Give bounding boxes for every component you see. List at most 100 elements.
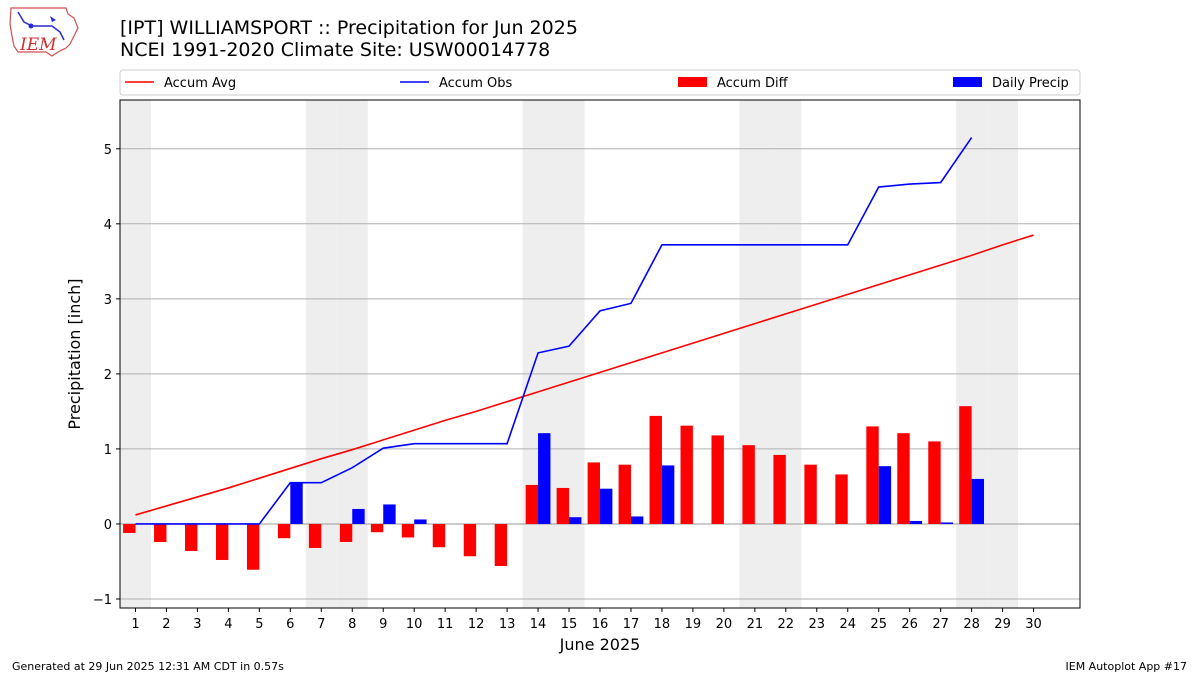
plot-frame bbox=[119, 99, 1081, 609]
grid-lines bbox=[120, 148, 1080, 600]
chart-title: [IPT] WILLIAMSPORT :: Precipitation for … bbox=[120, 17, 578, 39]
x-tick-label: 30 bbox=[1025, 617, 1042, 632]
x-tick-label: 10 bbox=[406, 617, 423, 632]
x-tick-label: 2 bbox=[162, 617, 170, 632]
weekend-shade bbox=[770, 100, 802, 608]
series-lines bbox=[135, 137, 1034, 525]
y-tick-label: −1 bbox=[93, 593, 112, 608]
weekend-shade bbox=[305, 100, 337, 608]
accum-diff-bar bbox=[680, 425, 693, 524]
x-tick-label: 18 bbox=[654, 617, 671, 632]
daily-precip-bar bbox=[569, 517, 582, 524]
daily-precip-bar bbox=[630, 516, 644, 524]
x-tick-label: 1 bbox=[131, 617, 139, 632]
x-tick-label: 27 bbox=[932, 617, 949, 632]
accum-diff-bar bbox=[154, 523, 167, 542]
accum-diff-bar bbox=[432, 523, 446, 548]
accum-diff-bar bbox=[587, 462, 600, 524]
x-tick-label: 23 bbox=[809, 617, 826, 632]
x-tick-label: 6 bbox=[286, 617, 294, 632]
x-tick-label: 24 bbox=[839, 617, 856, 632]
daily-precip-bar bbox=[909, 520, 923, 524]
daily-precip-bar bbox=[414, 519, 427, 524]
x-tick-label: 28 bbox=[963, 617, 980, 632]
accum-diff-bar bbox=[866, 426, 879, 524]
daily-precip-bar bbox=[971, 478, 984, 524]
daily-precip-bar bbox=[383, 504, 396, 524]
y-tick-label: 1 bbox=[104, 443, 112, 458]
y-axis-ticks: −1 0 1 2 3 4 5 bbox=[93, 143, 120, 608]
daily-precip-bar bbox=[940, 522, 954, 524]
y-tick-label: 5 bbox=[104, 143, 112, 158]
accum-diff-bar bbox=[897, 433, 910, 524]
accum-diff-bar bbox=[928, 441, 941, 524]
accum-diff-bar bbox=[835, 474, 848, 524]
daily-precip-bar bbox=[352, 508, 365, 524]
x-tick-label: 17 bbox=[623, 617, 640, 632]
accum-diff-bar bbox=[216, 523, 229, 560]
x-tick-label: 4 bbox=[224, 617, 232, 632]
legend-label: Accum Obs bbox=[439, 76, 512, 91]
title-block: [IPT] WILLIAMSPORT :: Precipitation for … bbox=[120, 17, 578, 61]
x-tick-label: 3 bbox=[193, 617, 201, 632]
accum-diff-bar bbox=[401, 523, 415, 538]
accum-diff-bar bbox=[804, 464, 817, 524]
legend-bar-swatch bbox=[953, 77, 982, 87]
x-tick-label: 8 bbox=[348, 617, 356, 632]
accum-diff-bar bbox=[959, 406, 972, 524]
accum-diff-bar bbox=[185, 523, 198, 551]
daily-precip-bar bbox=[878, 466, 892, 524]
weekend-shade bbox=[553, 100, 585, 608]
x-axis-label: June 2025 bbox=[559, 635, 641, 654]
app-footer: IEM Autoplot App #17 bbox=[1065, 660, 1188, 673]
x-tick-label: 26 bbox=[901, 617, 918, 632]
accum-diff-bar bbox=[308, 523, 322, 548]
accum-diff-bar bbox=[494, 523, 508, 566]
x-tick-label: 11 bbox=[437, 617, 454, 632]
chart-subtitle: NCEI 1991-2020 Climate Site: USW00014778 bbox=[120, 39, 551, 61]
legend-bar-swatch bbox=[678, 77, 707, 87]
x-tick-label: 21 bbox=[747, 617, 764, 632]
daily-precip-bar bbox=[661, 465, 675, 524]
weekend-shade bbox=[956, 100, 988, 608]
weekend-shade bbox=[739, 100, 771, 608]
accum-diff-bar bbox=[711, 435, 724, 524]
y-tick-label: 3 bbox=[104, 293, 112, 308]
accum-diff-bar bbox=[556, 487, 570, 524]
accum-diff-bar bbox=[123, 523, 136, 533]
legend-label: Accum Avg bbox=[164, 76, 236, 91]
legend: Accum Avg Accum Obs Accum Diff Daily Precip bbox=[119, 69, 1081, 96]
x-tick-label: 14 bbox=[530, 617, 547, 632]
daily-precip-bar bbox=[600, 488, 613, 524]
accum-diff-bar bbox=[773, 454, 786, 524]
accum-diff-bar bbox=[742, 445, 755, 524]
x-tick-label: 25 bbox=[870, 617, 887, 632]
x-tick-label: 5 bbox=[255, 617, 263, 632]
accum-diff-bar bbox=[525, 484, 539, 524]
legend-label: Accum Diff bbox=[717, 76, 789, 91]
accum-diff-bar bbox=[618, 464, 631, 524]
y-tick-label: 0 bbox=[104, 518, 112, 533]
x-tick-label: 19 bbox=[685, 617, 702, 632]
x-axis-ticks: 1 2 3 4 5 6 7 8 9 10 11 12 13 14 15 16 17 18 19 20 21 22 23 24 2… bbox=[131, 608, 1042, 632]
x-tick-label: 12 bbox=[468, 617, 485, 632]
logo-text: IEM bbox=[19, 35, 57, 55]
x-tick-label: 9 bbox=[379, 617, 387, 632]
x-tick-label: 16 bbox=[592, 617, 609, 632]
iem-logo: IEM bbox=[9, 7, 79, 57]
x-tick-label: 29 bbox=[994, 617, 1011, 632]
accum-diff-bar bbox=[277, 523, 291, 539]
bars bbox=[123, 406, 984, 570]
x-tick-label: 20 bbox=[716, 617, 733, 632]
accum-obs-line bbox=[135, 137, 973, 525]
daily-precip-bar bbox=[538, 433, 551, 524]
accum-diff-bar bbox=[463, 523, 477, 557]
accum-avg-line bbox=[135, 234, 1034, 516]
accum-diff-bar bbox=[370, 523, 384, 533]
accum-diff-bar bbox=[339, 523, 353, 542]
accum-diff-bar bbox=[649, 415, 662, 524]
x-tick-label: 13 bbox=[499, 617, 516, 632]
accum-diff-bar bbox=[246, 523, 260, 570]
legend-label: Daily Precip bbox=[992, 76, 1069, 91]
